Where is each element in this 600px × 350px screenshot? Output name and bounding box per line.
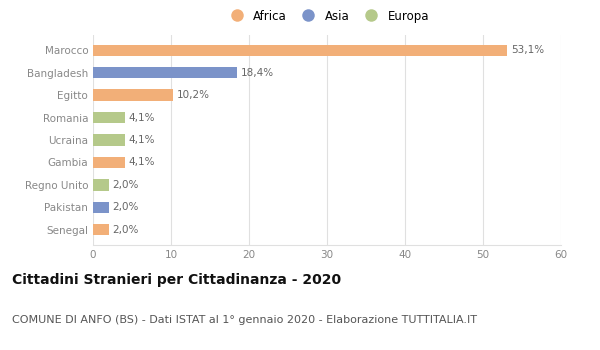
Text: COMUNE DI ANFO (BS) - Dati ISTAT al 1° gennaio 2020 - Elaborazione TUTTITALIA.IT: COMUNE DI ANFO (BS) - Dati ISTAT al 1° g… <box>12 315 477 325</box>
Bar <box>93 67 236 78</box>
Legend: Africa, Asia, Europa: Africa, Asia, Europa <box>223 7 431 25</box>
Text: 4,1%: 4,1% <box>129 135 155 145</box>
Bar <box>93 202 109 213</box>
Bar <box>93 157 125 168</box>
Text: 4,1%: 4,1% <box>129 113 155 122</box>
Text: 2,0%: 2,0% <box>113 180 139 190</box>
Text: 53,1%: 53,1% <box>511 45 544 55</box>
Text: 10,2%: 10,2% <box>176 90 209 100</box>
Bar <box>93 179 109 190</box>
Text: Cittadini Stranieri per Cittadinanza - 2020: Cittadini Stranieri per Cittadinanza - 2… <box>12 273 341 287</box>
Bar <box>93 224 109 236</box>
Text: 4,1%: 4,1% <box>129 158 155 167</box>
Bar <box>93 44 507 56</box>
Text: 2,0%: 2,0% <box>113 202 139 212</box>
Bar <box>93 90 173 101</box>
Text: 2,0%: 2,0% <box>113 225 139 235</box>
Text: 18,4%: 18,4% <box>241 68 274 78</box>
Bar <box>93 134 125 146</box>
Bar <box>93 112 125 123</box>
